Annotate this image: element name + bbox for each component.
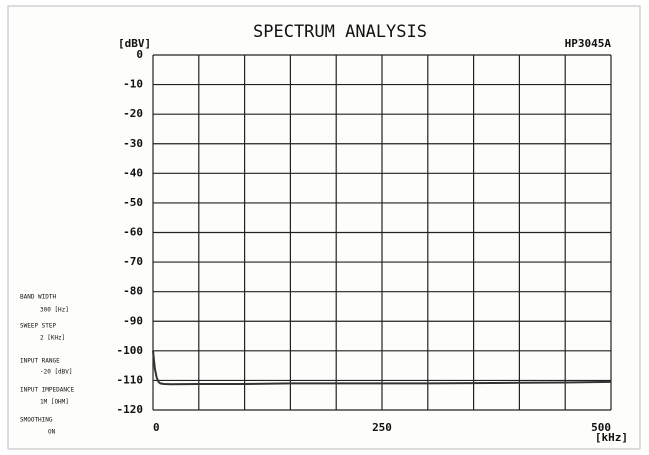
paper [7,5,641,450]
y-tick-label: -100 [117,344,144,357]
y-tick-label: -10 [123,78,143,91]
x-tick-label: 500 [591,421,611,434]
setting-label: BAND WIDTH [20,294,57,301]
setting-value: 2 [KHz] [40,335,65,342]
setting-label: INPUT RANGE [20,358,60,365]
y-tick-label: -50 [123,196,143,209]
model: HP3045A [565,37,612,50]
spectrum-line [152,350,612,386]
y-tick-label: -110 [117,373,144,386]
x-tick-label: 0 [153,421,160,434]
x-tick-label: 250 [372,421,392,434]
y-tick-label: -120 [117,403,144,416]
setting-value: -20 [dBV] [40,369,73,376]
y-tick-label: -30 [123,137,143,150]
y-tick-label: -70 [123,255,143,268]
y-tick-label: 0 [136,48,143,61]
y-tick-label: -60 [123,226,143,239]
setting-label: SMOOTHING [20,417,53,424]
y-tick-label: -90 [123,314,143,327]
setting-label: SWEEP STEP [20,323,57,330]
y-tick-label: -40 [123,166,143,179]
setting-value: 300 [Hz] [40,307,69,314]
setting-label: INPUT IMPEDANCE [20,387,75,394]
y-tick-label: -80 [123,285,143,298]
chart-title: SPECTRUM ANALYSIS [253,22,427,42]
setting-value: 1M [OHM] [40,399,69,406]
y-unit: [dBV] [118,37,151,50]
y-tick-label: -20 [123,107,143,120]
x-unit: [kHz] [595,431,628,444]
setting-value: ON [48,429,56,436]
